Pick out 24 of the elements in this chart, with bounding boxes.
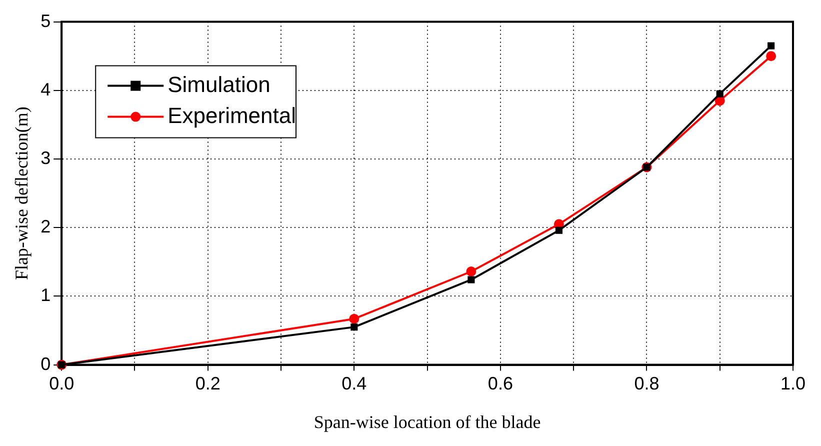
point — [349, 314, 360, 324]
x-tick-label: 0.4 — [342, 374, 367, 394]
legend-label: Experimental — [168, 102, 296, 128]
y-tick-label: 2 — [40, 216, 51, 237]
legend-label: Simulation — [168, 72, 270, 97]
point — [350, 324, 358, 331]
x-tick-label: 0.6 — [488, 374, 513, 394]
x-tick-label: 0.2 — [195, 374, 220, 394]
x-tick-label: 0.0 — [49, 374, 74, 394]
point — [468, 276, 475, 284]
y-axis-title: Flap-wise deflection(m) — [12, 106, 32, 280]
y-tick-label: 0 — [40, 354, 51, 374]
x-tick-label: 1.0 — [780, 374, 806, 394]
x-tick-label: 0.8 — [634, 374, 660, 394]
y-tick-label: 4 — [40, 79, 51, 100]
point — [555, 226, 562, 234]
point — [768, 42, 775, 50]
y-tick-label: 5 — [40, 10, 51, 31]
point — [766, 51, 776, 62]
y-tick-label: 1 — [40, 285, 51, 306]
point — [716, 90, 724, 98]
point — [466, 266, 476, 277]
x-axis-title: Span-wise location of the blade — [314, 412, 541, 432]
y-tick-label: 3 — [40, 148, 51, 168]
